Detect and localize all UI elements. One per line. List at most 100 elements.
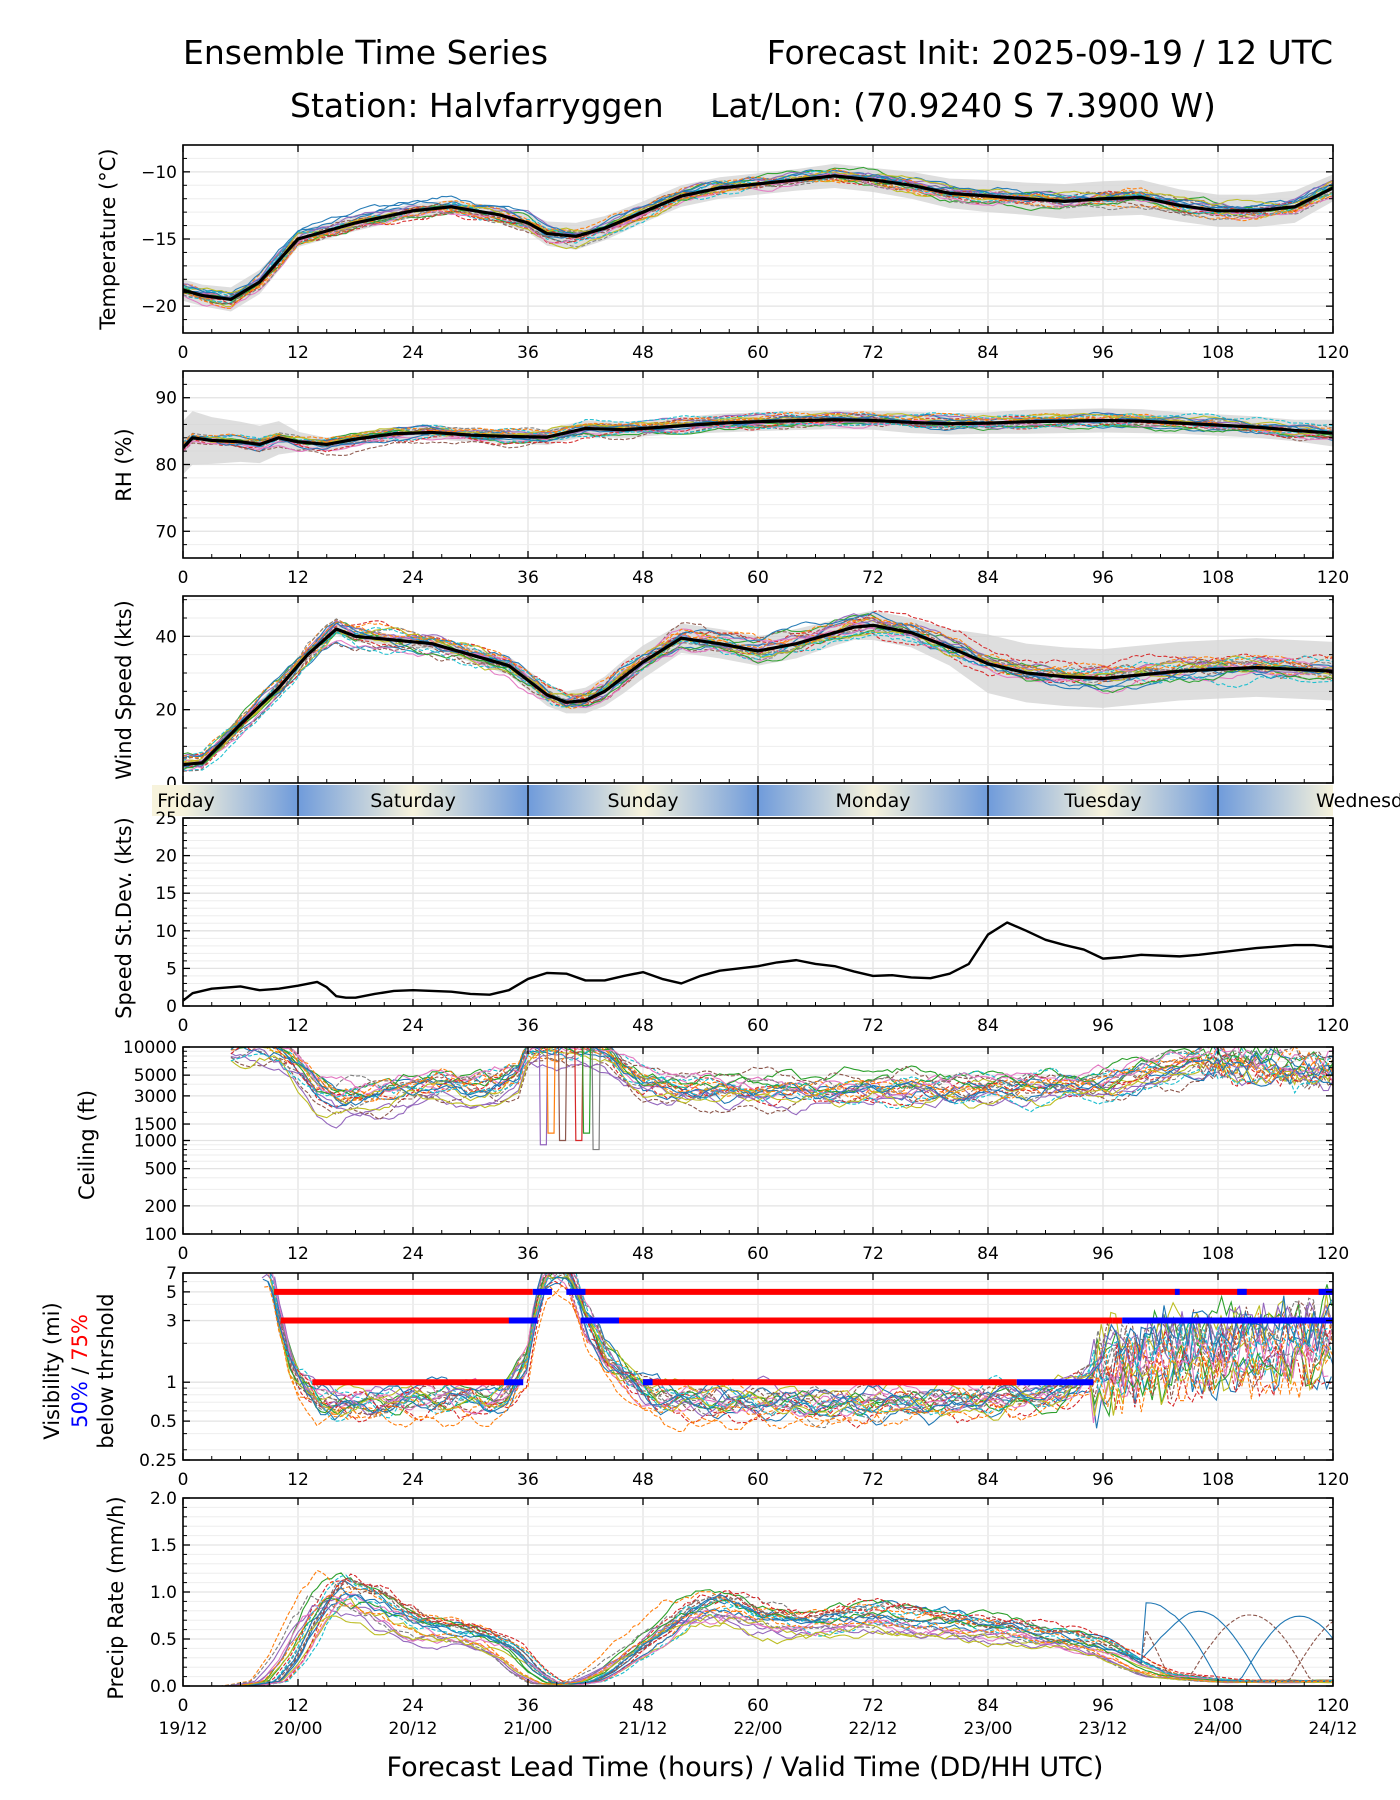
plot-area bbox=[183, 163, 1333, 312]
y-tick-label: 7 bbox=[166, 1264, 177, 1284]
visibility-ylabel-75: 75% bbox=[68, 1314, 92, 1361]
axes-frame: 75 3 1 0.5 0.250 12 24 36 48 60 72 84 96 108 120 bbox=[139, 1264, 1349, 1490]
grid bbox=[182, 1046, 1334, 1235]
grid bbox=[182, 817, 1334, 1007]
ensemble-member-line bbox=[183, 628, 1333, 769]
ensemble-mean-line bbox=[183, 623, 1333, 767]
ensemble-member-line bbox=[183, 411, 1333, 444]
temperature-panel: −10 −15 −20 0 12 24 36 48 60 72 84 96 108 120 bbox=[141, 144, 1349, 363]
plot-area bbox=[183, 408, 1333, 475]
ceiling-member-line bbox=[242, 1047, 1333, 1109]
y-tick-label: 0 bbox=[166, 774, 177, 794]
x-tick-label: 0 bbox=[178, 1244, 189, 1264]
x-tick-label: 72 bbox=[862, 1696, 884, 1716]
y-tick-label: 80 bbox=[155, 456, 177, 476]
chart-title: Ensemble Time Series bbox=[183, 33, 548, 72]
x-tick-label: 48 bbox=[632, 1016, 654, 1036]
x-tick-label: 84 bbox=[977, 1244, 999, 1264]
valid-time-label: 19/12 bbox=[159, 1719, 208, 1739]
x-tick-label: 60 bbox=[747, 343, 769, 363]
x-tick-label: 24 bbox=[402, 343, 424, 363]
x-tick-label: 108 bbox=[1202, 343, 1234, 363]
y-tick-label: 1500 bbox=[134, 1115, 177, 1135]
ceiling-member-line bbox=[230, 1047, 1333, 1102]
valid-time-label: 23/12 bbox=[1079, 1719, 1128, 1739]
ensemble-member-line bbox=[183, 412, 1333, 448]
x-tick-label: 72 bbox=[862, 1470, 884, 1490]
y-tick-label: 40 bbox=[155, 627, 177, 647]
x-tick-label: 12 bbox=[287, 1470, 309, 1490]
ceiling-member-line bbox=[288, 1047, 1333, 1094]
x-tick-label: 24 bbox=[402, 1470, 424, 1490]
ceiling-member-line bbox=[269, 1047, 1333, 1101]
ensemble-member-line bbox=[183, 618, 1333, 760]
day-band: Friday Saturday Sunday Monday Tuesday Wednesd… bbox=[152, 785, 1400, 816]
y-tick-label: 5000 bbox=[134, 1066, 177, 1086]
axes-frame: −10 −15 −20 0 12 24 36 48 60 72 84 96 108 120 bbox=[141, 144, 1349, 363]
x-tick-label: 96 bbox=[1092, 343, 1114, 363]
ceiling-member-line bbox=[230, 1047, 1333, 1101]
ensemble-member-line bbox=[183, 629, 1333, 772]
x-tick-label: 120 bbox=[1317, 1470, 1349, 1490]
visibility-member-line bbox=[264, 1285, 1333, 1428]
y-tick-label: 20 bbox=[155, 847, 177, 867]
x-tick-label: 96 bbox=[1092, 1244, 1114, 1264]
x-tick-label: 36 bbox=[517, 568, 539, 588]
y-tick-label: 0.5 bbox=[150, 1412, 177, 1432]
ceiling-member-line bbox=[271, 1047, 1333, 1097]
x-tick-label: 12 bbox=[287, 1016, 309, 1036]
ensemble-mean-line bbox=[183, 418, 1333, 449]
y-tick-label: 0.0 bbox=[150, 1677, 177, 1697]
ceiling-dip-line bbox=[574, 1047, 584, 1142]
visibility-member-line bbox=[271, 1273, 1332, 1417]
day-label-tuesday: Tuesday bbox=[1063, 790, 1141, 812]
ensemble-member-line bbox=[183, 174, 1333, 301]
x-tick-label: 84 bbox=[977, 1016, 999, 1036]
x-tick-label: 24 bbox=[402, 1016, 424, 1036]
x-tick-label: 36 bbox=[517, 1470, 539, 1490]
rh-ylabel: RH (%) bbox=[112, 428, 136, 501]
precip-member-line bbox=[183, 1595, 1333, 1686]
x-tick-label: 120 bbox=[1317, 1244, 1349, 1264]
ceiling-member-line bbox=[230, 1049, 1333, 1119]
y-tick-label: −20 bbox=[141, 297, 177, 317]
visibility-ylabel-50: 50% bbox=[68, 1381, 92, 1428]
x-tick-label: 48 bbox=[632, 568, 654, 588]
ceiling-member-line bbox=[230, 1047, 1333, 1107]
station-name: Station: Halvfarryggen bbox=[290, 86, 664, 125]
x-tick-label: 0 bbox=[178, 568, 189, 588]
visibility-panel: 75 3 1 0.5 0.250 12 24 36 48 60 72 84 96 108 120 bbox=[139, 1264, 1349, 1490]
x-tick-label: 24 bbox=[402, 1696, 424, 1716]
y-tick-label: 2.0 bbox=[150, 1489, 177, 1509]
x-tick-label: 12 bbox=[287, 343, 309, 363]
valid-time-label: 24/12 bbox=[1309, 1719, 1358, 1739]
x-tick-label: 120 bbox=[1317, 1696, 1349, 1716]
plot-area bbox=[183, 921, 1333, 1002]
x-tick-label: 96 bbox=[1092, 1696, 1114, 1716]
y-tick-label: 20 bbox=[155, 701, 177, 721]
ceiling-dip-line bbox=[581, 1047, 592, 1134]
visibility-member-line bbox=[275, 1285, 1331, 1433]
y-tick-label: 200 bbox=[145, 1197, 177, 1217]
x-tick-label: 48 bbox=[632, 1244, 654, 1264]
valid-time-label: 22/12 bbox=[849, 1719, 898, 1739]
x-tick-label: 24 bbox=[402, 568, 424, 588]
y-tick-label: 10000 bbox=[123, 1038, 177, 1058]
x-tick-label: 0 bbox=[178, 1470, 189, 1490]
grid bbox=[182, 1272, 1334, 1461]
plot-area bbox=[183, 609, 1333, 772]
sd-ylabel: Speed St.Dev. (kts) bbox=[112, 817, 136, 1019]
x-tick-label: 108 bbox=[1202, 568, 1234, 588]
day-label-sunday: Sunday bbox=[607, 790, 678, 812]
station-latlon: Lat/Lon: (70.9240 S 7.3900 W) bbox=[710, 86, 1216, 125]
x-tick-label: 12 bbox=[287, 1696, 309, 1716]
visibility-member-line bbox=[286, 1273, 1332, 1406]
y-tick-label: 90 bbox=[155, 389, 177, 409]
x-tick-label: 108 bbox=[1202, 1244, 1234, 1264]
y-tick-label: 100 bbox=[145, 1225, 177, 1245]
x-tick-label: 48 bbox=[632, 1696, 654, 1716]
rh-panel: 90 80 70 0 12 24 36 48 60 72 84 96 108 120 bbox=[155, 370, 1349, 588]
x-tick-label: 120 bbox=[1317, 343, 1349, 363]
